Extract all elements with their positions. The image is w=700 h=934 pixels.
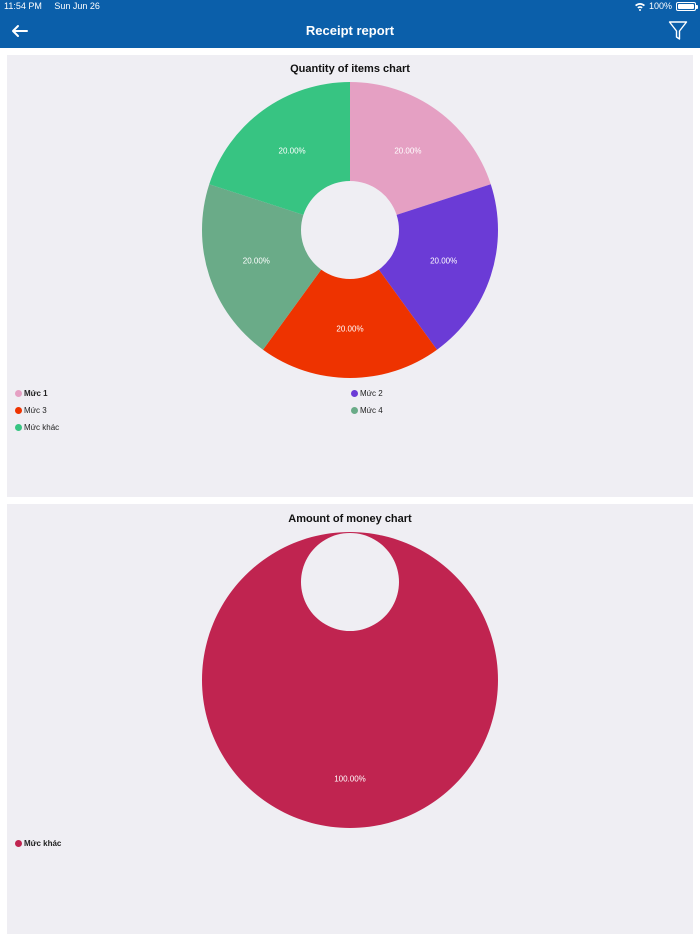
pie-slice-5[interactable] (209, 82, 350, 215)
battery-percentage: 100% (648, 1, 672, 11)
quantity-chart-card: Quantity of items chart 20.00% 20.00% 20.0… (7, 55, 693, 497)
pie-slice-4[interactable] (202, 184, 322, 350)
arrow-left-icon[interactable] (10, 22, 30, 40)
legend-dot (351, 407, 358, 414)
legend-label: Mức 1 (24, 389, 48, 398)
legend-label: Mức 3 (24, 406, 47, 415)
slice-data-label: 20.00% (430, 256, 457, 265)
slice-data-label: 20.00% (279, 146, 306, 155)
chart-title: Amount of money chart (288, 513, 412, 525)
filter-icon[interactable] (668, 20, 688, 42)
legend-label: Mức 4 (360, 406, 383, 415)
legend-dot (15, 840, 22, 847)
slice-data-label: 20.00% (243, 256, 270, 265)
legend-item-muc-3[interactable]: Mức 3 (15, 406, 47, 415)
legend-dot (15, 390, 22, 397)
quantity-donut-chart: 20.00% 20.00% 20.00% 20.00% 20.00% (202, 82, 498, 378)
legend-label: Mức 2 (360, 389, 383, 398)
legend-dot (15, 407, 22, 414)
legend-item-muc-khac[interactable]: Mức khác (15, 423, 59, 432)
legend-item-muc-4[interactable]: Mức 4 (351, 406, 383, 415)
slice-data-label: 100.00% (334, 775, 366, 784)
battery-icon (676, 1, 698, 11)
pie-slice-1[interactable] (201, 532, 498, 828)
legend-dot (351, 390, 358, 397)
pie-slice-2[interactable] (378, 184, 498, 350)
slice-data-label: 20.00% (394, 146, 421, 155)
money-chart-card: Amount of money chart 100.00% Mức khác (7, 504, 693, 934)
legend-dot (15, 424, 22, 431)
pie-slice-3[interactable] (263, 269, 437, 378)
money-donut-chart: 100.00% (201, 532, 498, 828)
status-date: Sun Jun 26 (54, 1, 100, 11)
header-bar: Receipt report (0, 14, 700, 48)
page-title: Receipt report (305, 23, 395, 38)
status-time: 11:54 PM (4, 1, 42, 11)
slice-data-label: 20.00% (336, 325, 363, 334)
legend-item-muc-2[interactable]: Mức 2 (351, 389, 383, 398)
legend-label: Mức khác (24, 423, 60, 432)
pie-slice-1[interactable] (350, 82, 491, 215)
chart-title: Quantity of items chart (290, 63, 410, 75)
status-bar: 11:54 PM Sun Jun 26 100% (0, 0, 700, 14)
legend-label: Mức khác (24, 839, 62, 848)
legend-item-muc-1[interactable]: Mức 1 (15, 389, 48, 398)
legend-item-muc-khac[interactable]: Mức khác (15, 839, 61, 848)
wifi-icon (634, 2, 645, 11)
